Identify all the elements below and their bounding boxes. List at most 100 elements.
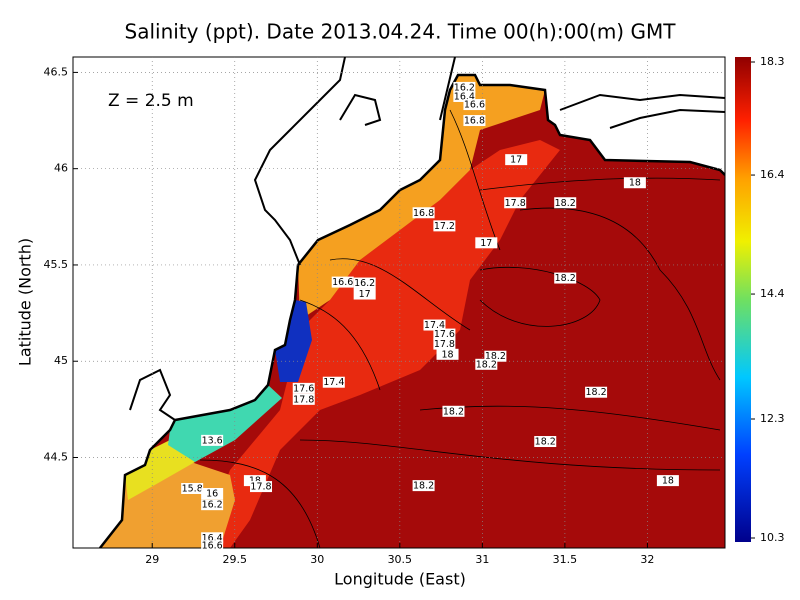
- contour-label-bg: [436, 348, 459, 360]
- contour-label-bg: [423, 319, 446, 331]
- contour-label-bg: [353, 288, 376, 300]
- contour-label: 16.8: [464, 116, 485, 127]
- contour-label-bg: [201, 434, 224, 446]
- contour-label-bg: [322, 376, 345, 388]
- contour-label-bg: [201, 540, 224, 552]
- salinity-field: [73, 57, 725, 548]
- sea-orange: [298, 75, 545, 320]
- land-border: [609, 108, 725, 129]
- contour-label-bg: [554, 272, 577, 284]
- land-border: [129, 368, 176, 421]
- y-tick-label: 45.5: [44, 258, 69, 271]
- contour-label-bg: [433, 220, 456, 232]
- contour-label: 18.2: [413, 481, 434, 492]
- contour-label: 18.2: [555, 198, 576, 209]
- contour-label-bg: [504, 197, 527, 209]
- contour-label-bg: [475, 237, 498, 249]
- contour-label: 17.2: [434, 221, 455, 232]
- land-border: [559, 93, 725, 111]
- colorbar: [735, 57, 751, 542]
- title: Salinity (ppt). Date 2013.04.24. Time 00…: [125, 20, 677, 44]
- contour-label-bg: [201, 488, 224, 500]
- contour-label: 17: [510, 155, 522, 166]
- contour-label-bg: [433, 328, 456, 340]
- contour-label: 16.6: [332, 277, 353, 288]
- contour-lines: [199, 109, 721, 548]
- contour-label-bg: [453, 81, 476, 93]
- contour-label-bg: [353, 277, 376, 289]
- contour-label: 17.8: [505, 198, 526, 209]
- y-tick-label: 44.5: [44, 451, 69, 464]
- contour-label: 17.6: [434, 329, 455, 340]
- contour-label: 16.2: [202, 500, 223, 511]
- contour-label-bg: [250, 481, 273, 493]
- contour-label: 18.2: [535, 437, 556, 448]
- contour-label: 16.4: [454, 91, 475, 102]
- y-tick-label: 45: [54, 354, 68, 367]
- land-border: [439, 57, 456, 121]
- x-tick-label: 30.5: [388, 553, 413, 566]
- land-border: [253, 57, 346, 266]
- contour-label: 16.2: [454, 82, 475, 93]
- x-tick-label: 29: [145, 553, 159, 566]
- contour-label-bg: [534, 436, 557, 448]
- contour-label: 17.4: [424, 320, 445, 331]
- x-tick-label: 30: [310, 553, 324, 566]
- x-tick-label: 31: [475, 553, 489, 566]
- colorbar-tick-label: 14.4: [760, 287, 785, 300]
- contour-label: 17.6: [293, 383, 314, 394]
- contour-label: 18.2: [476, 359, 497, 370]
- contour-label-bg: [463, 115, 486, 127]
- plot-frame: [72, 56, 726, 549]
- contour-label-bg: [442, 405, 465, 417]
- contour-label: 17.8: [293, 394, 314, 405]
- contour-label-bg: [585, 386, 608, 398]
- contour-label-bg: [463, 99, 486, 111]
- contour-label-bg: [292, 393, 315, 405]
- sea-yellow: [125, 440, 195, 500]
- contour-label-bg: [453, 90, 476, 102]
- contour-label-bg: [656, 475, 679, 487]
- depth-annotation: Z = 2.5 m: [108, 91, 194, 111]
- contour-label: 17: [359, 289, 371, 300]
- contour-label: 15.8: [182, 484, 203, 495]
- contour-label-bg: [484, 350, 507, 362]
- y-tick-label: 46.5: [44, 65, 69, 78]
- contour-label: 17.4: [323, 377, 344, 388]
- contour-label: 17: [480, 238, 492, 249]
- contour-label: 18.2: [443, 406, 464, 417]
- contour-label: 17.8: [250, 482, 271, 493]
- contour-label-bg: [201, 532, 224, 544]
- contour-label: 16.2: [354, 278, 375, 289]
- y-axis-label: Latitude (North): [16, 238, 35, 366]
- sea-red: [200, 140, 560, 548]
- contour-label: 18.2: [586, 387, 607, 398]
- contour-label-bg: [554, 197, 577, 209]
- contour-label-bg: [331, 276, 354, 288]
- colorbar-tick-label: 12.3: [760, 412, 785, 425]
- x-axis-label: Longitude (East): [334, 570, 466, 589]
- contour-label: 18.2: [485, 351, 506, 362]
- contour-label: 13.6: [202, 435, 223, 446]
- x-tick-label: 29.5: [223, 553, 248, 566]
- contour-label: 16: [206, 489, 218, 500]
- contour-label-bg: [623, 177, 646, 189]
- contour-label: 16.4: [202, 533, 223, 544]
- colorbar-tick-label: 16.4: [760, 168, 785, 181]
- contour-label: 18: [629, 178, 641, 189]
- sea-green: [168, 385, 282, 462]
- contour-label: 18.2: [555, 273, 576, 284]
- contour-label: 16.6: [464, 100, 485, 111]
- coastline: [99, 73, 725, 548]
- contour-label: 16.8: [413, 208, 434, 219]
- contour-label-bg: [201, 499, 224, 511]
- contour-label: 16.6: [202, 541, 223, 552]
- y-tick-label: 46: [54, 162, 68, 175]
- x-tick-label: 32: [640, 553, 654, 566]
- contour-label-bg: [181, 483, 204, 495]
- contour-label: 18: [662, 476, 674, 487]
- contour-label-bg: [412, 207, 435, 219]
- land-border: [339, 93, 382, 126]
- sea-blue: [275, 300, 312, 382]
- x-tick-label: 31.5: [553, 553, 578, 566]
